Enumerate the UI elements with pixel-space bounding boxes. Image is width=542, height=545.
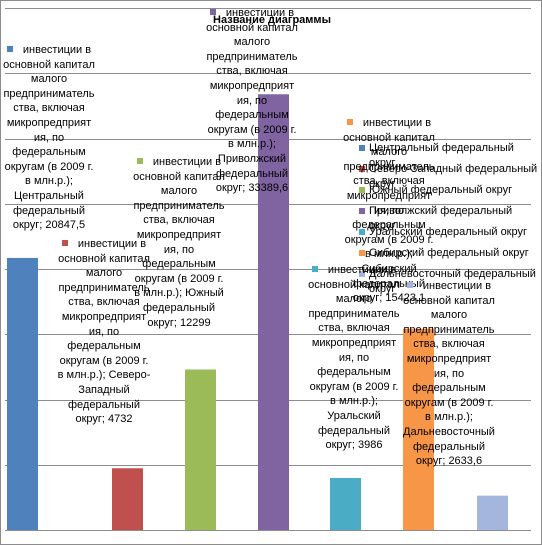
legend-key-marker (6, 46, 13, 52)
legend-item: Южный федеральный округ (359, 183, 539, 204)
legend-swatch (359, 187, 365, 193)
legend-key-marker (406, 282, 413, 288)
data-label: инвестиции в основной капитал малого пре… (308, 264, 400, 452)
data-label: инвестиции в основной капитал малого пре… (57, 238, 151, 426)
data-label: инвестиции в основной капитал малого пре… (343, 117, 435, 305)
legend-swatch (359, 208, 365, 214)
legend-key-marker (61, 240, 68, 246)
legend-key-marker (346, 119, 353, 125)
legend-item: Приволжский федеральный округ (359, 204, 539, 232)
legend-label: Северо-Западный федеральный округ (369, 163, 538, 190)
legend-swatch (359, 250, 365, 256)
legend-item: Северо-Западный федеральный округ (359, 162, 539, 190)
legend-swatch (359, 271, 365, 277)
data-label: инвестиции в основной капитал малого пре… (206, 7, 298, 195)
legend-label: Дальневосточный федеральный округ (369, 268, 536, 295)
bar (403, 328, 434, 530)
legend-item: Центральный федеральный округ (359, 141, 539, 169)
legend-swatch (359, 229, 365, 235)
legend-swatch (359, 166, 365, 172)
legend-label: Сибирский федеральный округ (369, 247, 529, 259)
legend-item: Сибирский федеральный округ (359, 246, 539, 267)
bar (185, 369, 216, 530)
legend-swatch (359, 145, 365, 151)
legend-label: Центральный федеральный округ (369, 142, 514, 169)
legend-label: Приволжский федеральный округ (369, 205, 513, 232)
bar (477, 495, 508, 530)
legend-key-marker (209, 9, 216, 15)
chart-title: Название диаграммы (213, 14, 331, 26)
bar (330, 477, 361, 530)
legend-item: Дальневосточный федеральный округ (359, 267, 539, 295)
bar (258, 94, 289, 530)
legend-label: Южный федеральный округ (369, 184, 513, 196)
legend-item: Уральский федеральный округ (359, 225, 539, 246)
bar (7, 257, 38, 530)
legend-key-marker (136, 158, 143, 164)
data-label: инвестиции в основной капитал малого пре… (3, 44, 95, 232)
legend: Центральный федеральный округ Северо-Запа… (359, 141, 539, 295)
data-label: инвестиции в основной капитал малого пре… (403, 280, 495, 468)
legend-label: Уральский федеральный округ (369, 226, 528, 238)
legend-key-marker (311, 266, 318, 272)
data-label: инвестиции в основной капитал малого пре… (133, 156, 225, 329)
bar (112, 468, 143, 530)
